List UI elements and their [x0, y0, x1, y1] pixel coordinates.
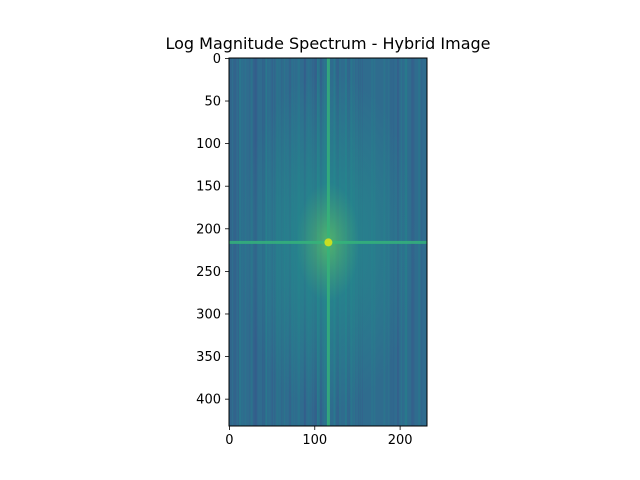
y-tick-label: 50 — [204, 95, 221, 110]
spectrum-heatmap — [229, 58, 427, 426]
y-axis-ticks: 0 50 100 150 200 250 300 350 400 — [196, 52, 229, 408]
plot-frame — [228, 57, 428, 427]
x-tick-label: 200 — [388, 433, 413, 448]
y-tick-label: 250 — [196, 265, 221, 280]
y-tick-label: 100 — [196, 137, 221, 152]
y-tick-label: 150 — [196, 180, 221, 195]
x-tick-label: 0 — [225, 433, 233, 448]
y-tick-label: 400 — [196, 393, 221, 408]
y-tick-label: 300 — [196, 307, 221, 322]
chart-title: Log Magnitude Spectrum - Hybrid Image — [165, 34, 490, 53]
x-axis-ticks: 0 100 200 — [225, 426, 413, 448]
y-tick-label: 200 — [196, 222, 221, 237]
y-tick-label: 350 — [196, 350, 221, 365]
y-tick-label: 0 — [213, 52, 221, 67]
dc-peak — [324, 238, 333, 247]
x-tick-label: 100 — [302, 433, 327, 448]
